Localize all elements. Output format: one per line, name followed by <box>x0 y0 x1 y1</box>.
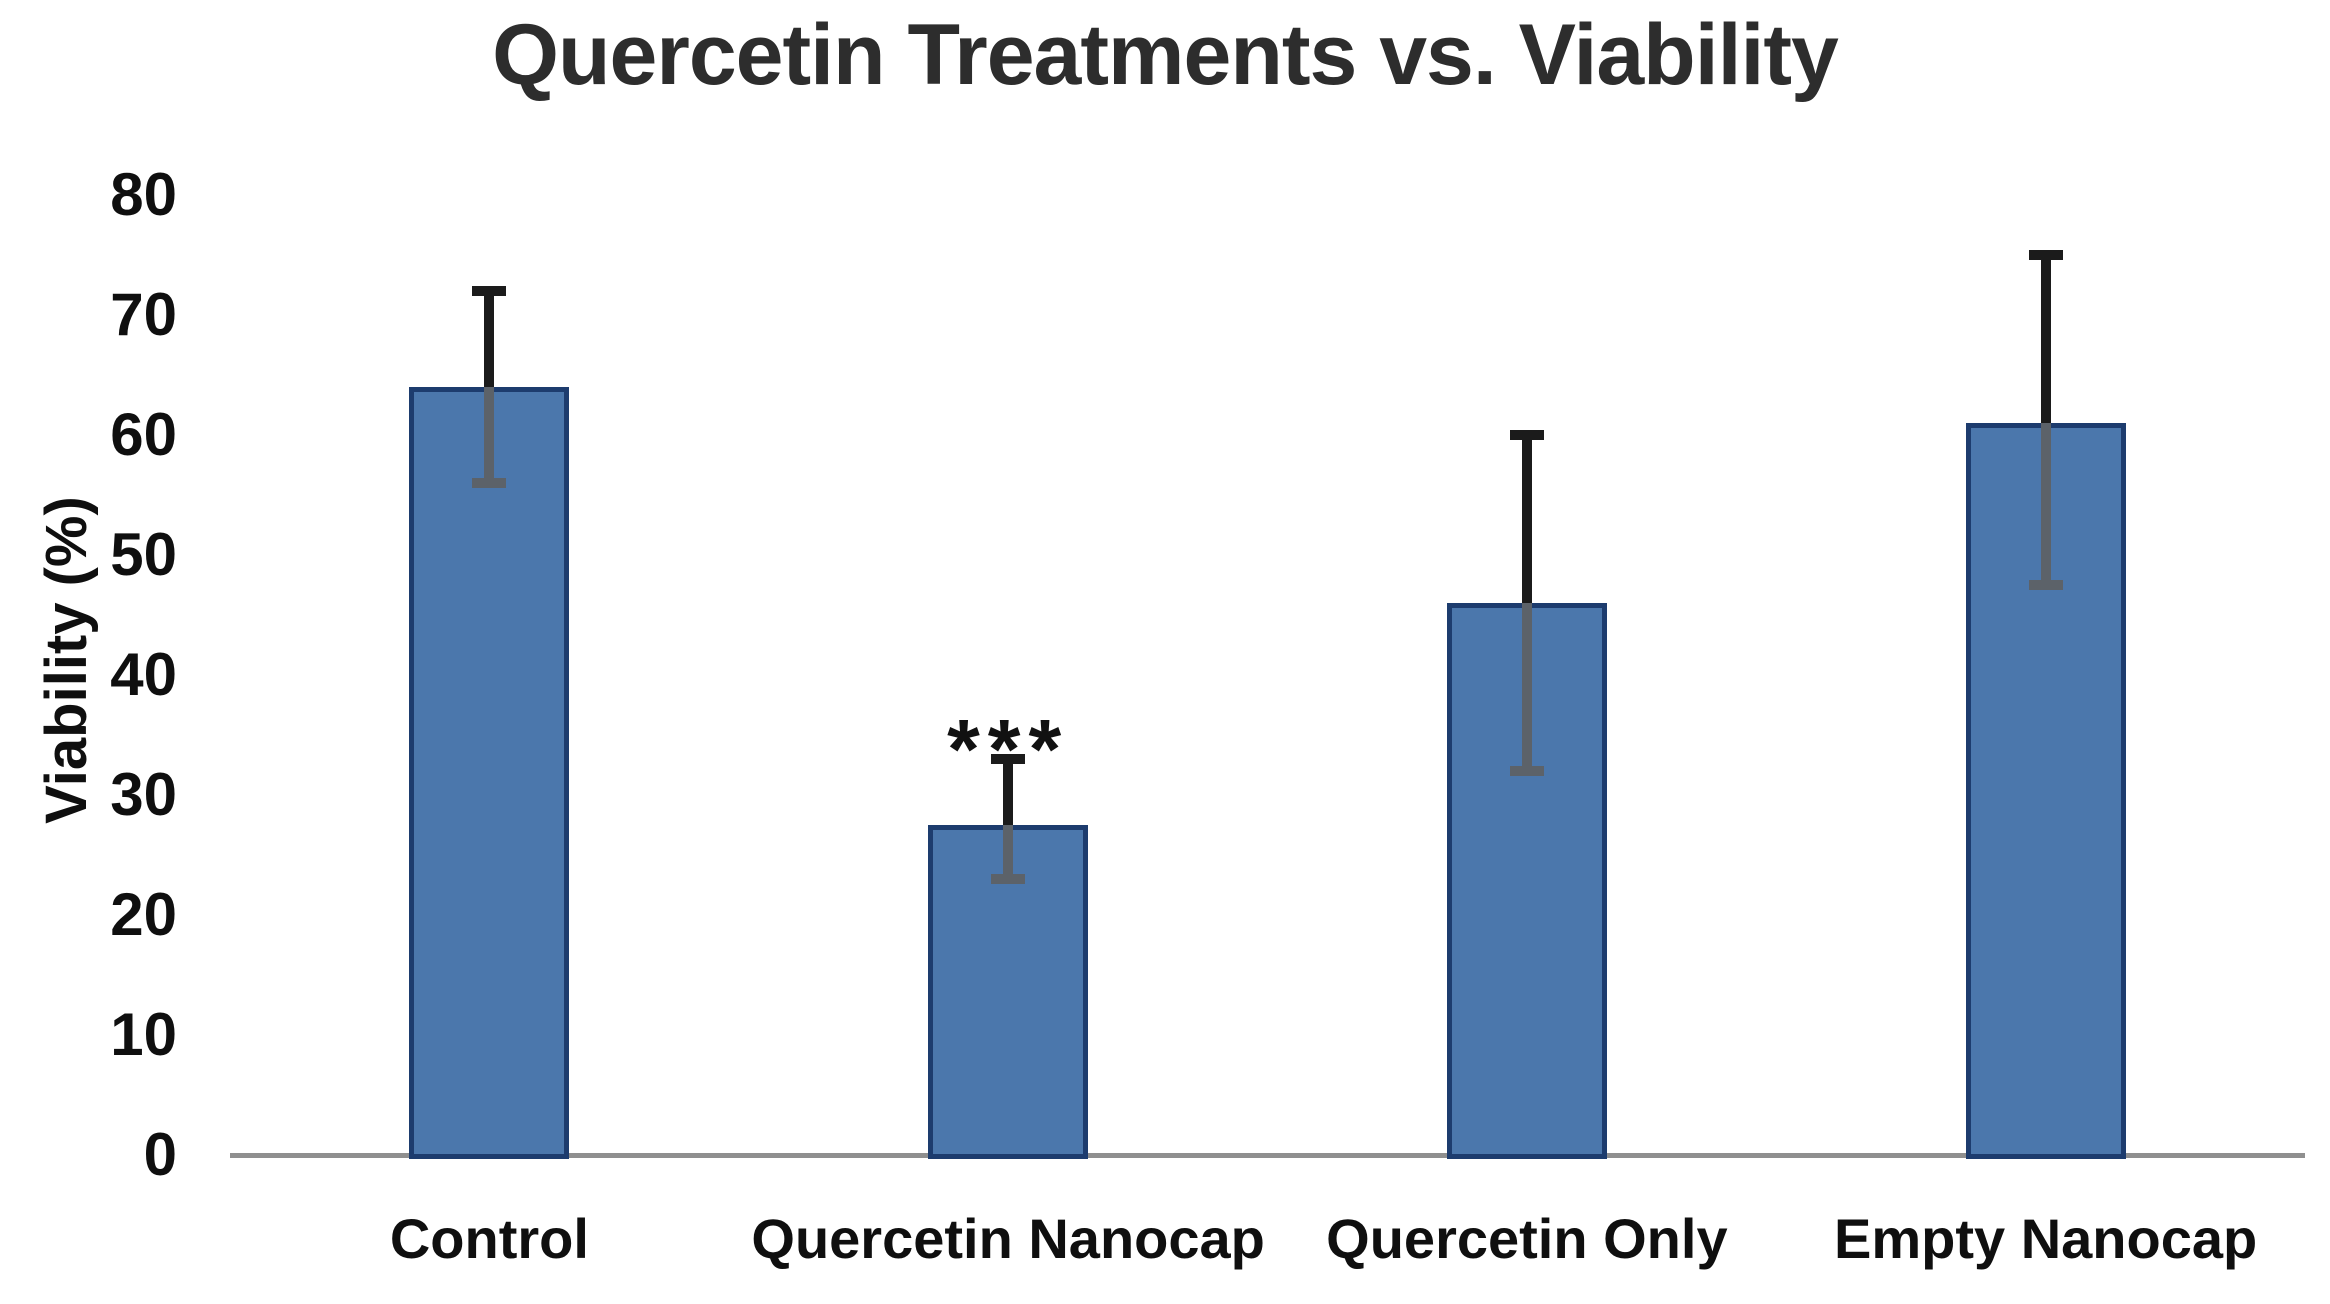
x-category-label: Quercetin Nanocap <box>751 1207 1265 1270</box>
y-axis-tick-label: 70 <box>110 281 177 348</box>
x-category-label: Control <box>389 1207 589 1270</box>
y-axis-tick-label: 10 <box>110 1001 177 1068</box>
error-bar-upper-cap <box>472 286 507 296</box>
significance-annotation: *** <box>947 702 1070 796</box>
error-bar-upper-cap <box>1509 430 1544 440</box>
chart-title: Quercetin Treatments vs. Viability <box>492 7 1839 103</box>
y-axis-tick-label: 40 <box>110 641 177 708</box>
error-bar-upper-stem <box>1003 759 1014 825</box>
error-bar-lower-cap <box>991 874 1026 884</box>
error-bar-lower-stem <box>484 387 495 483</box>
error-bar-upper-cap <box>991 754 1026 764</box>
error-bar-lower-stem <box>2040 423 2051 585</box>
bar <box>1965 423 2126 1159</box>
error-bar-upper-stem <box>1521 435 1532 603</box>
error-bar-upper-stem <box>484 291 495 387</box>
error-bar-upper-stem <box>2040 255 2051 423</box>
error-bar-lower-cap <box>472 478 507 488</box>
x-category-label: Quercetin Only <box>1326 1207 1728 1270</box>
y-axis-tick-label: 0 <box>143 1121 177 1188</box>
y-axis-tick-label: 80 <box>110 161 177 228</box>
y-axis-tick-label: 60 <box>110 401 177 468</box>
bar <box>409 387 570 1159</box>
error-bar-lower-stem <box>1003 825 1014 879</box>
error-bar-lower-cap <box>2028 580 2063 590</box>
y-axis-tick-label: 50 <box>110 521 177 588</box>
y-axis-tick-label: 30 <box>110 761 177 828</box>
x-category-label: Empty Nanocap <box>1834 1207 2258 1270</box>
x-axis-line <box>230 1153 2305 1158</box>
error-bar-lower-stem <box>1521 603 1532 771</box>
y-axis-tick-label: 20 <box>110 881 177 948</box>
error-bar-upper-cap <box>2028 250 2063 260</box>
error-bar-lower-cap <box>1509 766 1544 776</box>
